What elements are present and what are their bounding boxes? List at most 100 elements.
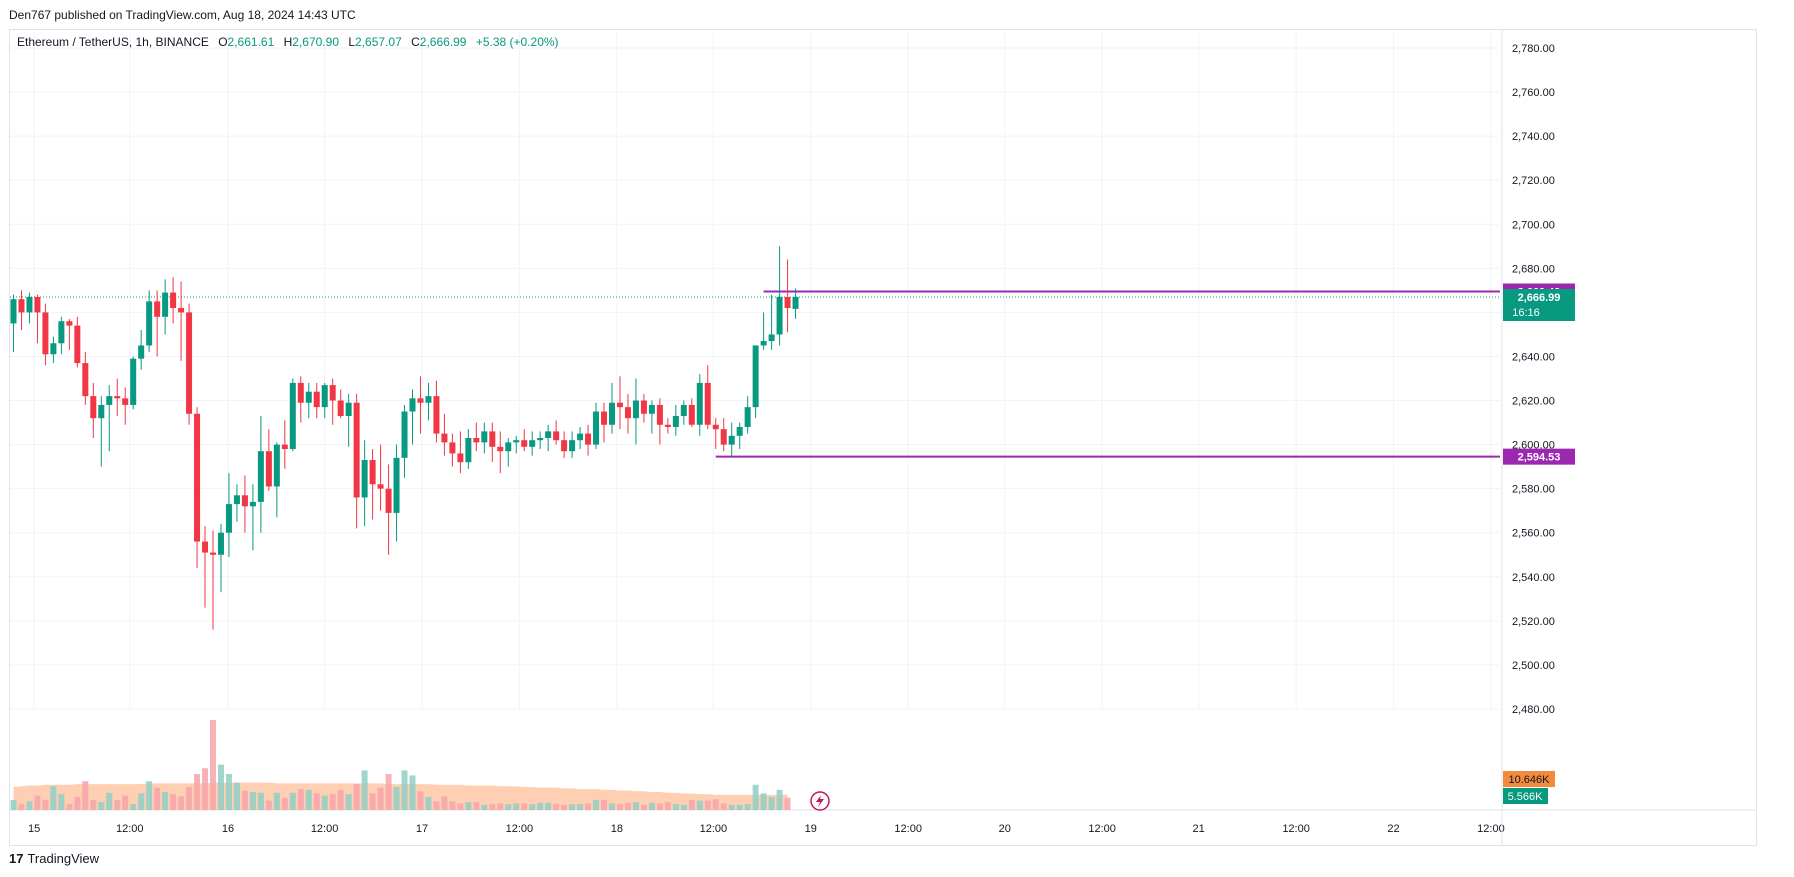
open-label: O <box>218 35 228 49</box>
volume-bar <box>345 794 352 810</box>
volume-bar <box>601 799 608 810</box>
candle-body <box>281 444 288 450</box>
candle-body <box>225 504 232 533</box>
volume-bar <box>114 799 121 810</box>
change-value: +5.38 (+0.20%) <box>475 35 559 49</box>
candle-body <box>377 484 384 489</box>
volume-bar <box>162 792 169 810</box>
last-price-label: 2,666.99 <box>1518 292 1561 304</box>
candle-body <box>624 407 631 419</box>
volume-bar <box>26 801 33 810</box>
candle-body <box>66 321 73 326</box>
open-value: 2,661.61 <box>227 35 275 49</box>
candle-body <box>146 301 153 346</box>
volume-bar <box>122 795 129 810</box>
volume-bar <box>289 792 296 810</box>
candle-body <box>210 552 216 555</box>
candle-body <box>792 296 799 309</box>
volume-bar <box>130 804 137 810</box>
candle-body <box>720 429 727 445</box>
candle-body <box>74 325 81 364</box>
volume-bar <box>736 804 743 810</box>
candle-body <box>369 460 376 485</box>
candle-body <box>26 296 33 313</box>
candle-body <box>529 440 536 447</box>
candle-body <box>297 382 304 403</box>
candle-body <box>50 343 57 355</box>
brand-name: TradingView <box>27 851 100 866</box>
candle-body <box>632 400 639 419</box>
candle-body <box>186 312 193 414</box>
high-value: 2,670.90 <box>292 35 339 49</box>
x-tick-label: 12:00 <box>311 823 339 835</box>
volume-bar <box>505 804 512 810</box>
volume-bar <box>489 804 496 810</box>
volume-bar <box>760 793 767 810</box>
x-tick-label: 22 <box>1387 823 1399 835</box>
candle-body <box>497 446 504 452</box>
bar-countdown-label: 16:16 <box>1512 307 1540 319</box>
candle-body <box>329 385 336 401</box>
volume-bar <box>768 797 775 810</box>
candle-body <box>393 457 400 513</box>
candle-body <box>656 404 663 425</box>
volume-bar <box>632 802 639 810</box>
candle-body <box>154 301 161 317</box>
volume-bar <box>273 792 280 810</box>
volume-bar <box>441 796 448 810</box>
candle-body <box>776 296 783 335</box>
candle-body <box>233 495 240 505</box>
volume-bar <box>106 792 113 810</box>
candle-body <box>106 396 113 405</box>
symbol-title: Ethereum / TetherUS, 1h, BINANCE <box>17 35 209 49</box>
candle-body <box>609 402 615 425</box>
volume-bar <box>225 774 232 810</box>
volume-last-badge <box>1503 788 1548 804</box>
volume-bar <box>281 797 288 810</box>
candle-body <box>561 440 568 452</box>
candle-body <box>42 312 49 355</box>
volume-bar <box>728 804 735 810</box>
x-tick-label: 18 <box>611 823 623 835</box>
chart-frame[interactable] <box>9 29 1757 846</box>
volume-bar <box>513 803 520 810</box>
candle-body <box>601 411 608 425</box>
candle-body <box>672 415 679 427</box>
candle-body <box>537 437 544 441</box>
volume-bar <box>154 787 161 810</box>
candle-body <box>114 396 121 399</box>
candle-body <box>704 382 711 425</box>
candle-body <box>744 407 751 427</box>
volume-bar <box>353 784 360 810</box>
volume-bar <box>297 789 304 810</box>
volume-bar <box>178 796 185 810</box>
last-price-badge <box>1503 288 1575 321</box>
tradingview-footer[interactable]: 17 TradingView <box>9 851 99 866</box>
candle-body <box>122 398 129 405</box>
candle-body <box>457 453 464 463</box>
x-tick-label: 12:00 <box>506 823 534 835</box>
volume-bar <box>98 802 105 810</box>
volume-bar <box>593 799 600 810</box>
volume-bar <box>202 768 209 810</box>
candle-body <box>305 391 312 403</box>
volume-bar <box>585 803 592 810</box>
volume-bar <box>329 794 336 810</box>
volume-bar <box>569 804 576 810</box>
candle-body <box>784 296 791 308</box>
lightning-bolt-icon <box>816 795 824 807</box>
candle-body <box>34 296 41 313</box>
volume-bar <box>361 770 368 810</box>
y-tick-label: 2,720.00 <box>1512 175 1555 187</box>
x-tick-label: 12:00 <box>1088 823 1116 835</box>
volume-ma-area <box>13 782 788 810</box>
volume-bar <box>74 797 81 810</box>
tradingview-logo-icon: 17 <box>9 851 24 866</box>
y-tick-label: 2,560.00 <box>1512 528 1555 540</box>
lightning-icon <box>810 791 830 811</box>
x-tick-label: 17 <box>416 823 428 835</box>
candle-body <box>162 292 169 317</box>
x-tick-label: 12:00 <box>700 823 728 835</box>
candle-body <box>481 431 488 443</box>
